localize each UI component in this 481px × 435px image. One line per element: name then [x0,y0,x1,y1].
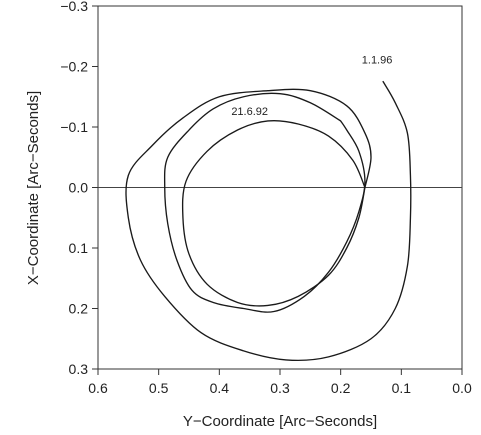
orbit-series-line-2 [163,92,366,313]
y-tick-label: 0.0 [69,180,89,196]
y-tick-label: 0.3 [69,361,89,377]
orbit-series-line-1 [125,80,412,362]
x-axis-title: Y−Coordinate [Arc−Seconds] [183,413,377,430]
orbit-series-line-3 [181,119,366,307]
x-tick-label: 0.5 [149,380,169,396]
x-tick-label: 0.1 [392,380,412,396]
x-tick-label: 0.2 [331,380,351,396]
annotation-layer: 1.1.96 21.6.92 [231,54,392,117]
x-tick-label: 0.6 [88,380,108,396]
date-annotation: 1.1.96 [362,54,393,66]
y-tick-label: −0.3 [60,0,88,14]
y-tick-label: −0.2 [60,59,88,75]
x-tick-label: 0.3 [270,380,290,396]
y-tick-label: −0.1 [60,119,88,135]
y-tick-label: 0.2 [69,301,89,317]
ticks-layer: 0.6 0.5 0.4 0.3 0.2 0.1 0.0 −0.3 −0.2 −0.1 0.0 0.1 0… [60,0,472,396]
series-layer [125,80,412,362]
y-tick-label: 0.1 [69,240,89,256]
date-annotation: 21.6.92 [231,106,268,118]
y-axis-title: X−Coordinate [Arc−Seconds] [25,91,42,285]
x-tick-label: 0.0 [452,380,472,396]
x-tick-label: 0.4 [210,380,230,396]
